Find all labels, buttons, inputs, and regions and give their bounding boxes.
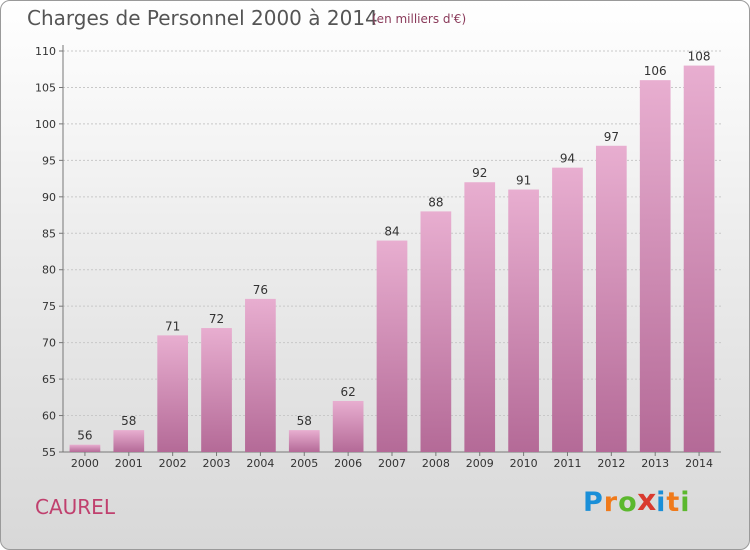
value-label: 92 — [472, 166, 487, 180]
bar-2000 — [69, 444, 101, 452]
x-tick-label: 2012 — [597, 457, 625, 470]
x-tick-label: 2006 — [334, 457, 362, 470]
bar-2009 — [464, 182, 496, 452]
bar-2007 — [376, 240, 408, 452]
x-tick-label: 2010 — [510, 457, 538, 470]
bar-2003 — [201, 328, 232, 452]
value-label: 71 — [165, 319, 180, 333]
value-label: 84 — [384, 225, 399, 239]
bar-2006 — [332, 400, 364, 452]
value-label: 58 — [297, 414, 312, 428]
x-tick-label: 2007 — [378, 457, 406, 470]
x-tick-label: 2002 — [159, 457, 187, 470]
bar-2014 — [683, 65, 715, 452]
y-tick-label: 55 — [42, 446, 56, 459]
logo-letter: x — [636, 483, 658, 518]
y-tick-label: 110 — [35, 45, 56, 58]
x-tick-label: 2009 — [466, 457, 494, 470]
logo-letter: t — [666, 487, 681, 518]
y-tick-label: 95 — [42, 154, 56, 167]
y-tick-label: 85 — [42, 227, 56, 240]
y-tick-label: 90 — [42, 191, 56, 204]
y-tick-label: 75 — [42, 300, 56, 313]
proxiti-logo[interactable]: Proxiti — [583, 483, 691, 518]
x-tick-label: 2008 — [422, 457, 450, 470]
value-label: 97 — [604, 130, 619, 144]
value-label: 106 — [644, 64, 667, 78]
x-tick-label: 2011 — [553, 457, 581, 470]
bars — [69, 65, 715, 453]
y-tick-label: 65 — [42, 373, 56, 386]
chart-title: Charges de Personnel 2000 à 2014 — [27, 6, 378, 30]
logo-letter: r — [603, 487, 619, 518]
bar-2010 — [508, 189, 539, 452]
y-tick-label: 60 — [42, 410, 56, 423]
y-tick-label: 100 — [35, 118, 56, 131]
x-tick-label: 2005 — [290, 457, 318, 470]
logo-letter: P — [583, 487, 604, 518]
chart-subtitle: (en milliers d'€) — [372, 12, 467, 26]
bar-2013 — [639, 80, 671, 452]
bar-2011 — [552, 167, 583, 452]
x-tick-label: 2000 — [71, 457, 99, 470]
bar-2001 — [113, 430, 145, 452]
y-tick-label: 70 — [42, 337, 56, 350]
x-tick-label: 2003 — [203, 457, 231, 470]
value-label: 108 — [688, 50, 711, 64]
value-label: 58 — [121, 414, 136, 428]
logo-letter: i — [656, 487, 667, 518]
value-label: 91 — [516, 174, 531, 188]
x-tick-label: 2004 — [246, 457, 274, 470]
x-tick-label: 2014 — [685, 457, 713, 470]
logo-letter: i — [680, 487, 691, 518]
value-label: 94 — [560, 152, 575, 166]
logo-letter: o — [618, 487, 638, 518]
value-label: 72 — [209, 312, 224, 326]
value-label: 62 — [340, 385, 355, 399]
labels: 55 60 65 70 75 80 85 90 95 100 105 110 2000 56 2001 58 2… — [35, 45, 713, 470]
value-label: 76 — [253, 283, 268, 297]
bar-2004 — [245, 298, 276, 452]
value-label: 88 — [428, 195, 443, 209]
y-tick-label: 80 — [42, 264, 56, 277]
bar-2002 — [157, 335, 189, 452]
bar-2005 — [288, 430, 320, 452]
bar-2008 — [420, 211, 452, 452]
x-tick-label: 2013 — [641, 457, 669, 470]
value-label: 56 — [77, 429, 92, 443]
commune-name: CAUREL — [35, 495, 115, 519]
bar-2012 — [595, 145, 627, 453]
y-tick-label: 105 — [35, 81, 56, 94]
x-tick-label: 2001 — [115, 457, 143, 470]
